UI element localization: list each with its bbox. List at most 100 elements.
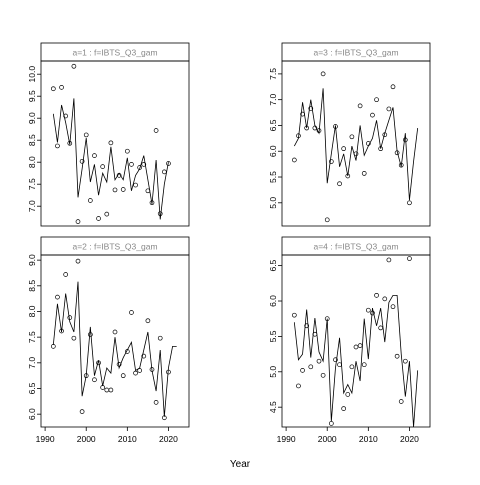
data-point: [370, 112, 375, 118]
data-point: [104, 211, 110, 217]
data-point: [324, 217, 330, 223]
fit-line: [293, 294, 419, 428]
x-axis-title: Year: [230, 459, 251, 470]
data-point: [79, 409, 85, 414]
data-point: [75, 258, 81, 264]
data-point: [153, 128, 159, 133]
fit-line: [52, 98, 169, 220]
data-point: [153, 400, 159, 405]
y-tick-label: 7.5: [27, 331, 37, 343]
x-tick-label: 1990: [277, 434, 296, 444]
data-point: [120, 373, 126, 379]
data-point: [129, 162, 134, 167]
data-point: [357, 103, 363, 109]
panel-title: a=4 : f=IBTS_Q3_gam: [313, 242, 398, 252]
x-tick-label: 2010: [359, 434, 378, 444]
data-point: [296, 383, 301, 389]
data-point: [361, 362, 367, 368]
data-point: [374, 97, 379, 103]
data-point: [407, 256, 412, 261]
y-tick-label: 8.0: [27, 305, 37, 317]
plot-frame: [281, 254, 431, 428]
data-point: [308, 364, 314, 370]
y-tick-label: 5.0: [268, 197, 278, 209]
y-tick-label: 8.5: [27, 134, 37, 146]
data-point: [112, 187, 118, 193]
plot-frame: [40, 60, 190, 227]
data-point: [328, 159, 334, 164]
data-point: [100, 164, 106, 169]
data-point: [50, 344, 56, 349]
data-point: [407, 200, 412, 206]
y-tick-label: 6.5: [268, 259, 278, 271]
data-point: [129, 310, 134, 315]
y-tick-label: 7.5: [268, 68, 278, 80]
data-point: [50, 86, 56, 92]
data-point: [63, 272, 69, 277]
data-point: [87, 198, 93, 203]
data-point: [320, 372, 326, 378]
data-point: [382, 296, 388, 302]
data-point: [104, 387, 110, 393]
panel-title: a=3 : f=IBTS_Q3_gam: [313, 48, 398, 58]
y-tick-label: 6.0: [268, 145, 278, 157]
y-tick-label: 6.5: [268, 119, 278, 131]
x-tick-label: 2020: [400, 434, 419, 444]
y-tick-label: 10.0: [27, 66, 37, 83]
y-tick-label: 5.5: [268, 171, 278, 183]
y-tick-label: 7.0: [27, 357, 37, 369]
data-point: [394, 353, 400, 359]
panel-title: a=2 : f=IBTS_Q3_gam: [72, 242, 157, 252]
data-point: [333, 357, 338, 363]
x-tick-label: 2000: [318, 434, 337, 444]
data-point: [378, 325, 384, 331]
fit-line: [293, 88, 419, 201]
data-point: [300, 368, 305, 373]
data-point: [137, 368, 143, 373]
data-point: [63, 113, 69, 119]
data-point: [141, 162, 147, 167]
data-point: [341, 146, 347, 152]
data-point: [145, 318, 151, 324]
y-tick-label: 6.5: [27, 382, 37, 394]
data-point: [357, 343, 363, 348]
plot-frame: [281, 60, 431, 227]
data-point: [59, 85, 64, 90]
data-point: [345, 392, 351, 397]
panel-3: a=2 : f=IBTS_Q3_gam 6.0 6.5 7.0 7.5 8.0 8.5 9.0…: [27, 236, 190, 444]
data-point: [390, 304, 396, 310]
data-point: [83, 132, 89, 138]
y-tick-label: 9.0: [27, 112, 37, 124]
data-point: [75, 219, 81, 224]
data-point: [112, 329, 118, 335]
y-tick-label: 7.0: [268, 93, 278, 105]
data-point: [108, 387, 114, 393]
y-tick-label: 6.0: [27, 408, 37, 420]
data-point: [398, 162, 404, 168]
data-point: [133, 182, 138, 188]
data-point: [92, 377, 97, 383]
data-point: [349, 364, 355, 370]
x-tick-label: 2010: [118, 434, 137, 444]
y-tick-label: 5.5: [268, 330, 278, 342]
data-point: [320, 71, 326, 77]
data-point: [157, 335, 163, 341]
data-point: [120, 187, 126, 192]
data-point: [337, 181, 342, 187]
y-tick-label: 8.0: [27, 156, 37, 168]
x-tick-label: 2000: [77, 434, 96, 444]
data-point: [308, 106, 314, 111]
data-point: [341, 406, 347, 411]
data-point: [390, 84, 396, 90]
panel-1: a=1 : f=IBTS_Q3_gam 7.0 7.5 8.0 8.5 9.0 9.5 10.…: [27, 42, 190, 227]
data-point: [124, 148, 130, 154]
panel-4: a=4 : f=IBTS_Q3_gam 4.5 5.0 5.5 6.0 6.5 1990 20…: [268, 236, 431, 444]
data-point: [374, 292, 379, 298]
data-point: [386, 106, 392, 112]
y-tick-label: 9.0: [27, 254, 37, 266]
data-point: [361, 171, 367, 176]
data-point: [291, 157, 297, 163]
data-point: [96, 216, 101, 221]
data-point: [161, 169, 167, 175]
